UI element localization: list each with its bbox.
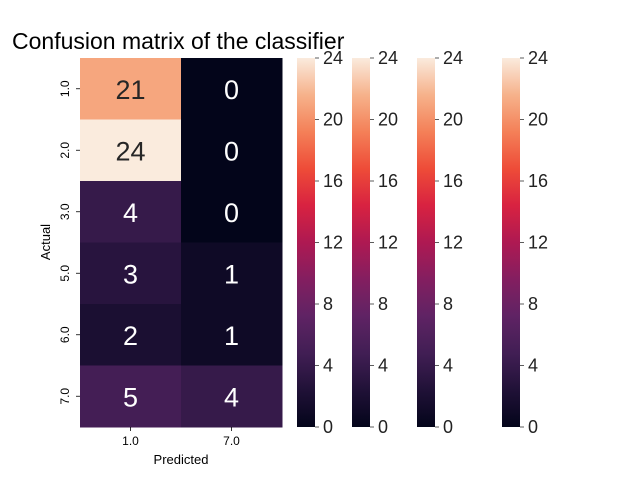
heatmap-cell xyxy=(181,304,283,366)
colorbar-tick-label: 0 xyxy=(528,417,538,437)
colorbar-tick-label: 20 xyxy=(528,110,548,130)
colorbar-tick-label: 8 xyxy=(528,294,538,314)
colorbar-tick-label: 24 xyxy=(443,48,463,68)
chart-title: Confusion matrix of the classifier xyxy=(12,28,345,54)
colorbar-tick-label: 24 xyxy=(528,48,548,68)
cell-value-label: 24 xyxy=(115,136,145,166)
colorbar xyxy=(297,58,315,427)
cell-value-label: 0 xyxy=(224,75,239,105)
x-tick-label: 1.0 xyxy=(122,434,139,448)
colorbar-tick-label: 24 xyxy=(378,48,398,68)
cell-value-label: 21 xyxy=(115,75,145,105)
heatmap-cell xyxy=(80,119,182,182)
heatmap-cell xyxy=(181,365,283,428)
colorbar-tick-label: 8 xyxy=(443,294,453,314)
colorbars: 0 4 8 12 16 20 24 0 4 8 12 16 20 24 0 4 8 12 16 20 24 0 4 8 12 16… xyxy=(297,48,548,437)
colorbar-tick-label: 24 xyxy=(323,48,343,68)
y-tick-label: 7.0 xyxy=(58,388,72,405)
heatmap-cell xyxy=(181,58,283,120)
colorbar xyxy=(417,58,435,427)
colorbar-tick-label: 16 xyxy=(378,171,398,191)
x-tick-label: 7.0 xyxy=(223,434,240,448)
colorbar-tick-label: 12 xyxy=(378,233,398,253)
heatmap-cell xyxy=(80,181,182,243)
y-tick-label: 3.0 xyxy=(58,203,72,220)
cell-value-label: 3 xyxy=(123,259,138,289)
colorbar-tick-label: 4 xyxy=(443,356,453,376)
x-axis-label: Predicted xyxy=(154,452,209,467)
colorbar-tick-label: 0 xyxy=(443,417,453,437)
y-tick-label: 2.0 xyxy=(58,142,72,159)
heatmap-cell xyxy=(80,58,182,120)
y-tick-label: 5.0 xyxy=(58,265,72,282)
heatmap-annotations: 21 024 04 03 12 15 4 xyxy=(115,75,239,413)
heatmap-grid xyxy=(80,58,283,428)
cell-value-label: 2 xyxy=(123,321,138,351)
colorbar-tick-label: 8 xyxy=(323,294,333,314)
heatmap-cell xyxy=(181,181,283,243)
x-axis-ticks: 1.0 7.0 xyxy=(122,427,240,448)
heatmap-cell xyxy=(80,304,182,366)
y-axis-label: Actual xyxy=(38,224,53,260)
cell-value-label: 4 xyxy=(123,198,138,228)
y-tick-label: 1.0 xyxy=(58,80,72,97)
cell-value-label: 0 xyxy=(224,136,239,166)
colorbar-tick-label: 4 xyxy=(528,356,538,376)
colorbar-tick-label: 0 xyxy=(323,417,333,437)
cell-value-label: 0 xyxy=(224,198,239,228)
colorbar-tick-label: 0 xyxy=(378,417,388,437)
colorbar xyxy=(502,58,520,427)
colorbar-tick-label: 8 xyxy=(378,294,388,314)
cell-value-label: 1 xyxy=(224,321,239,351)
colorbar-tick-label: 20 xyxy=(443,110,463,130)
y-axis-ticks: 1.0 2.0 3.0 5.0 6.0 7.0 xyxy=(58,80,80,405)
y-tick-label: 6.0 xyxy=(58,326,72,343)
colorbar-tick-label: 16 xyxy=(323,171,343,191)
heatmap-cell xyxy=(80,242,182,305)
colorbar-tick-label: 4 xyxy=(323,356,333,376)
heatmap-cell xyxy=(181,242,283,305)
cell-value-label: 4 xyxy=(224,382,239,412)
colorbar-tick-label: 16 xyxy=(528,171,548,191)
colorbar-tick-label: 20 xyxy=(378,110,398,130)
colorbar-tick-label: 12 xyxy=(443,233,463,253)
colorbar-tick-label: 20 xyxy=(323,110,343,130)
colorbar-tick-label: 4 xyxy=(378,356,388,376)
colorbar xyxy=(352,58,370,427)
cell-value-label: 1 xyxy=(224,259,239,289)
cell-value-label: 5 xyxy=(123,382,138,412)
colorbar-tick-label: 12 xyxy=(528,233,548,253)
colorbar-tick-label: 12 xyxy=(323,233,343,253)
heatmap-cell xyxy=(181,119,283,182)
heatmap-cell xyxy=(80,365,182,428)
colorbar-tick-label: 16 xyxy=(443,171,463,191)
